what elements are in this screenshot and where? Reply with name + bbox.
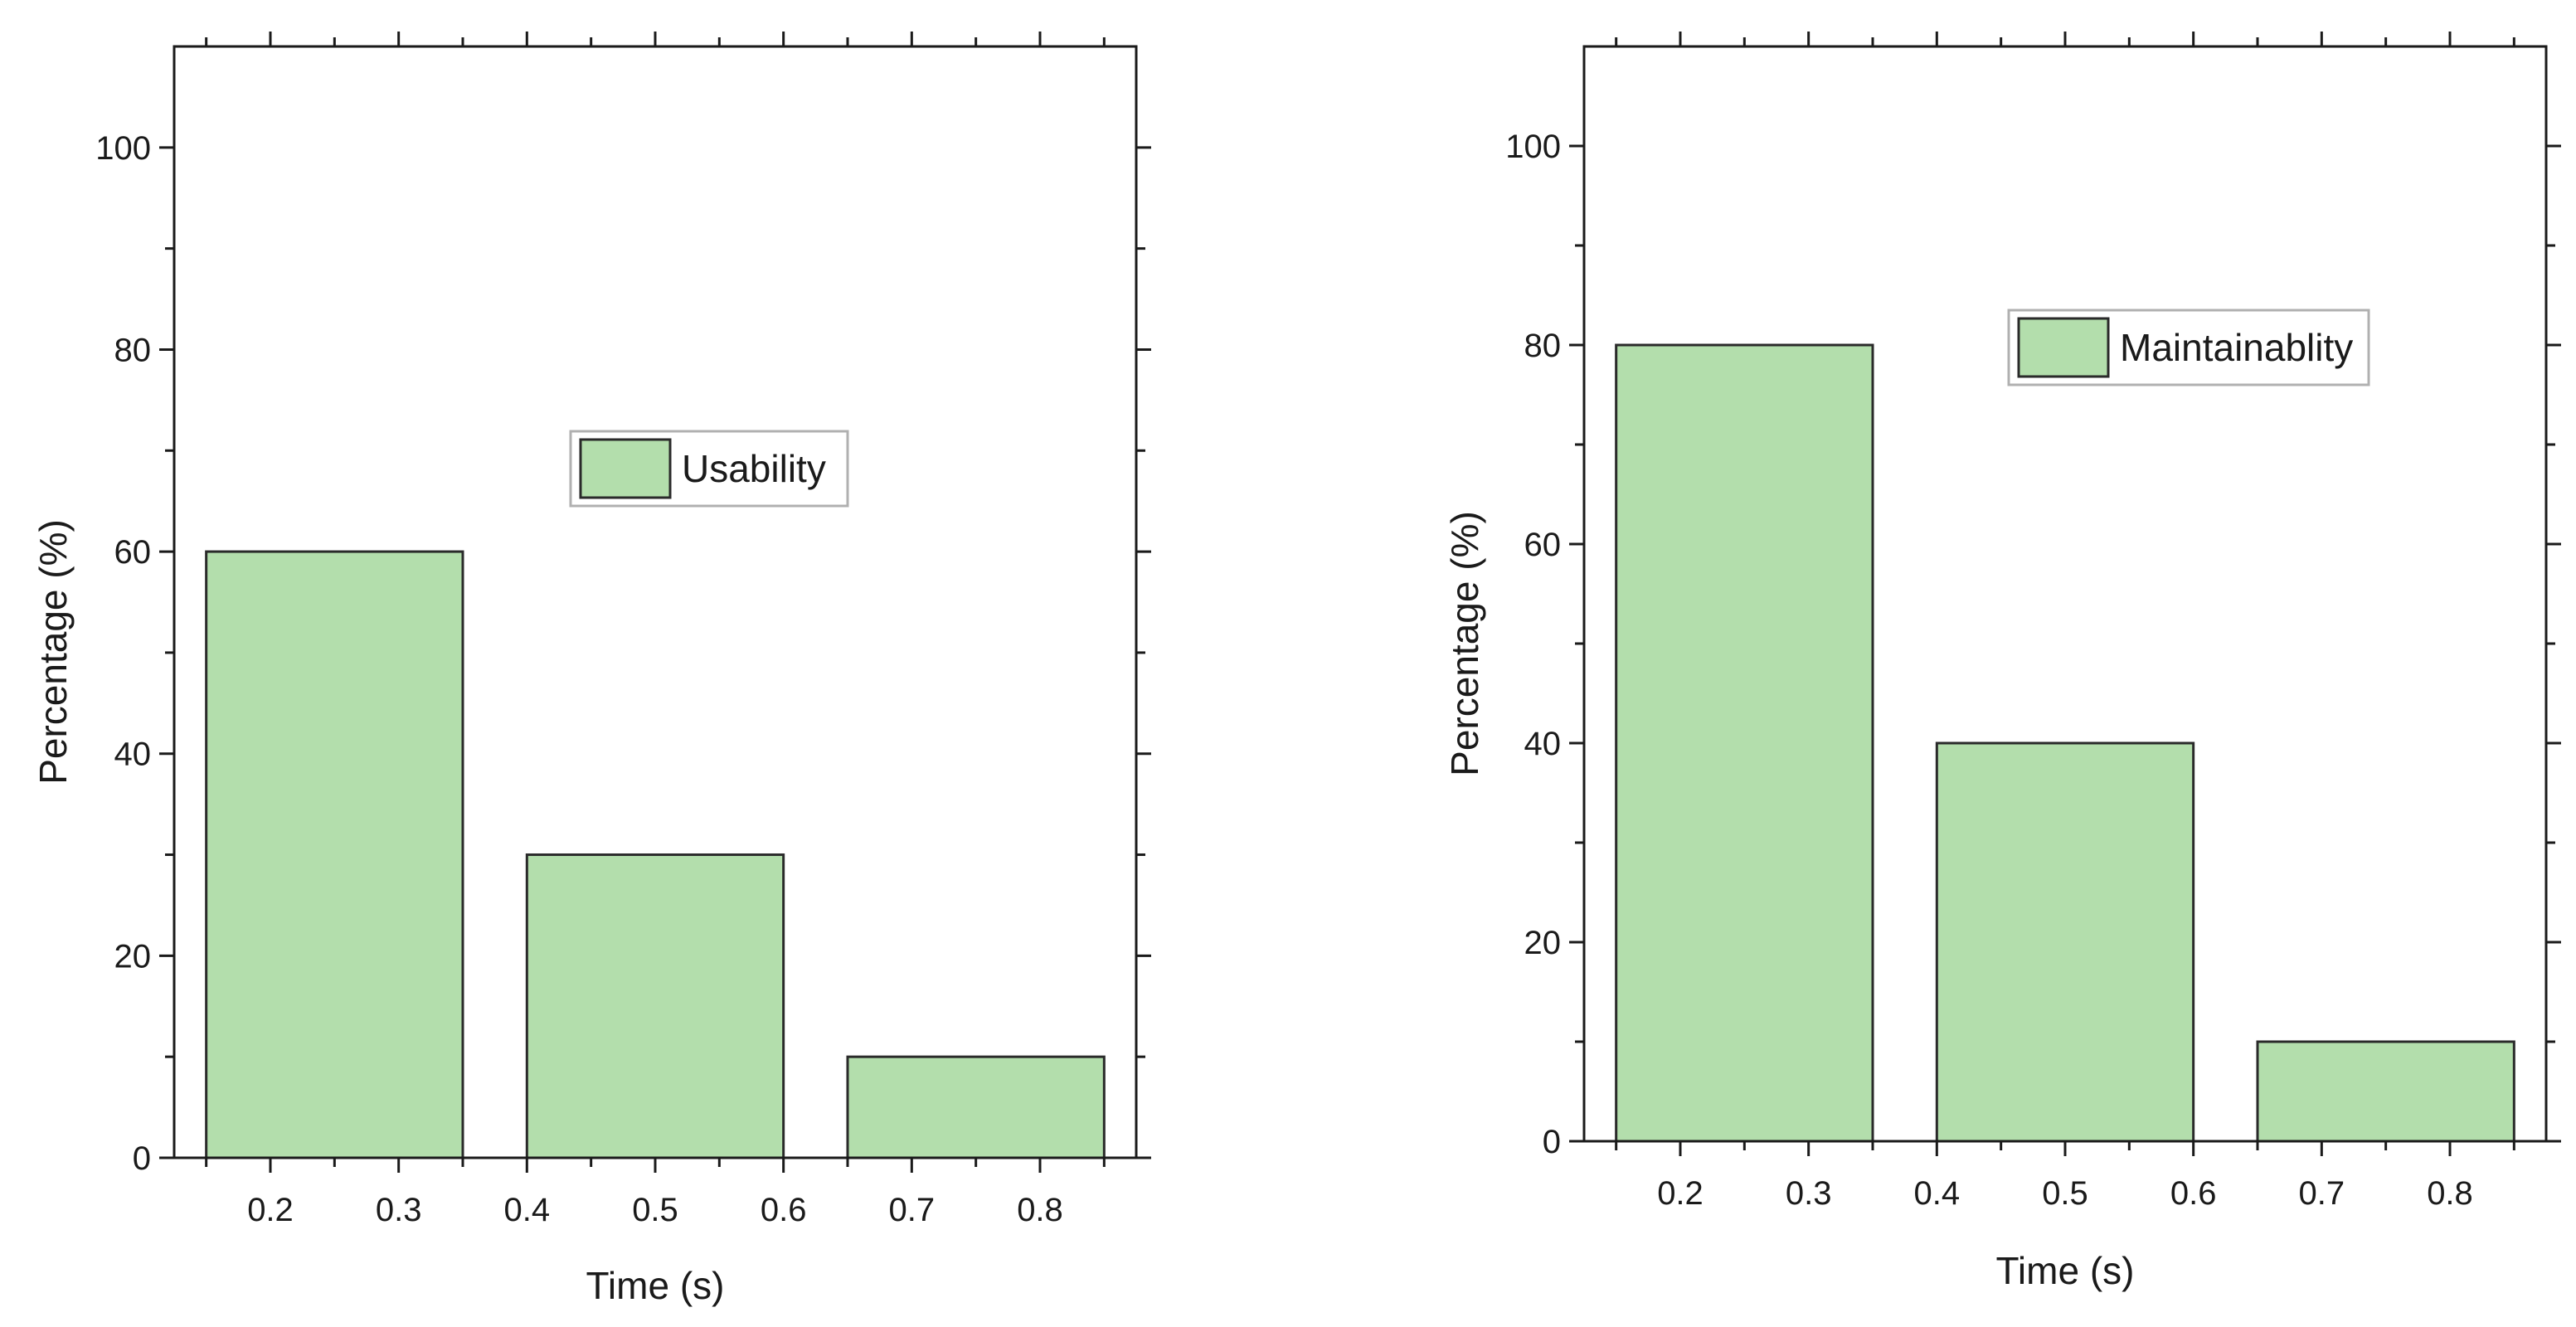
x-tick-label: 0.3 <box>1786 1175 1832 1212</box>
y-tick-label: 40 <box>114 736 152 773</box>
x-axis-title: Time (s) <box>1996 1249 2135 1292</box>
bar-0.5 <box>525 853 785 1159</box>
bar-0.3 <box>205 550 464 1159</box>
x-tick-label: 0.7 <box>889 1192 936 1228</box>
x-axis-title: Time (s) <box>586 1264 725 1307</box>
legend-swatch <box>579 438 672 499</box>
y-tick-label: 60 <box>1524 527 1562 563</box>
y-axis-title: Percentage (%) <box>1443 511 1486 776</box>
usability-chart: 0 20 40 60 80 100 0.2 0.3 0.4 0.5 0.6 0.7 0.8 Time (s… <box>32 32 1151 1307</box>
legend-swatch <box>2017 317 2110 378</box>
x-tick-label: 0.6 <box>761 1192 807 1228</box>
x-tick-label: 0.8 <box>1017 1192 1063 1228</box>
legend-label: Usability <box>682 447 826 490</box>
x-tick-label: 0.8 <box>2427 1175 2473 1212</box>
y-tick-label: 80 <box>114 332 152 368</box>
bar-0.7 <box>2256 1040 2515 1143</box>
y-tick-label: 80 <box>1524 328 1562 364</box>
x-tick-label: 0.3 <box>376 1192 422 1228</box>
bar-0.7 <box>846 1055 1106 1159</box>
y-axis-title: Percentage (%) <box>32 519 75 785</box>
y-tick-label: 60 <box>114 534 152 571</box>
y-tick-label: 0 <box>133 1140 151 1177</box>
legend-label: Maintainablity <box>2120 326 2353 369</box>
y-tick-label: 100 <box>1505 129 1561 165</box>
x-tick-label: 0.7 <box>2299 1175 2345 1212</box>
y-tick-label: 20 <box>1524 925 1562 961</box>
x-tick-label: 0.5 <box>2042 1175 2088 1212</box>
x-tick-label: 0.2 <box>1657 1175 1704 1212</box>
y-tick-label: 40 <box>1524 726 1562 762</box>
bar-0.3 <box>1615 343 1874 1143</box>
x-tick-label: 0.6 <box>2170 1175 2217 1212</box>
y-tick-label: 100 <box>95 130 151 167</box>
bar-0.5 <box>1935 741 2195 1143</box>
y-tick-label: 0 <box>1543 1124 1561 1160</box>
x-tick-label: 0.2 <box>247 1192 294 1228</box>
x-tick-label: 0.4 <box>1914 1175 1961 1212</box>
x-tick-label: 0.5 <box>632 1192 678 1228</box>
y-tick-label: 20 <box>114 938 152 975</box>
maintainability-chart: 0 20 40 60 80 100 0.2 0.3 0.4 0.5 0.6 0.7 0.8 Time (s… <box>1443 32 2561 1292</box>
x-tick-label: 0.4 <box>504 1192 551 1228</box>
